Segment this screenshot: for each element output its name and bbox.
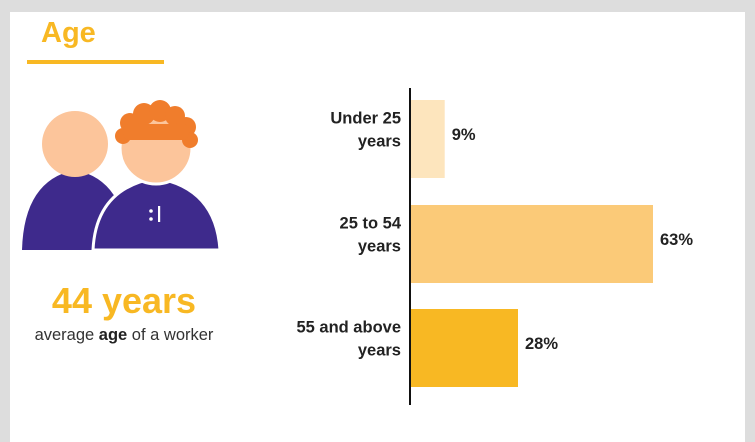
caption-text-before: average [34,326,99,344]
section-title: Age [41,17,96,49]
caption-text-bold: age [98,326,128,344]
category-tick-label: 55 and above [296,319,401,337]
category-tick-label: Under 25 [330,110,401,128]
category-tick-label: years [358,133,401,151]
bar [410,205,653,283]
bar [410,100,445,178]
bar-value-label: 63% [660,231,693,249]
caption-text-after: of a worker [127,326,214,344]
bar [410,309,518,387]
category-tick-label: 25 to 54 [340,215,402,233]
category-tick-label: years [358,342,401,360]
bar-value-label: 28% [525,335,558,353]
bar-value-label: 9% [452,126,476,144]
title-underline [27,60,164,64]
person-with-curly-hair-icon [91,100,222,250]
average-age-value: 44 years [51,280,197,321]
average-age-caption: average age of a worker [0,325,248,345]
people-illustration [22,100,222,250]
category-tick-label: years [358,238,401,256]
